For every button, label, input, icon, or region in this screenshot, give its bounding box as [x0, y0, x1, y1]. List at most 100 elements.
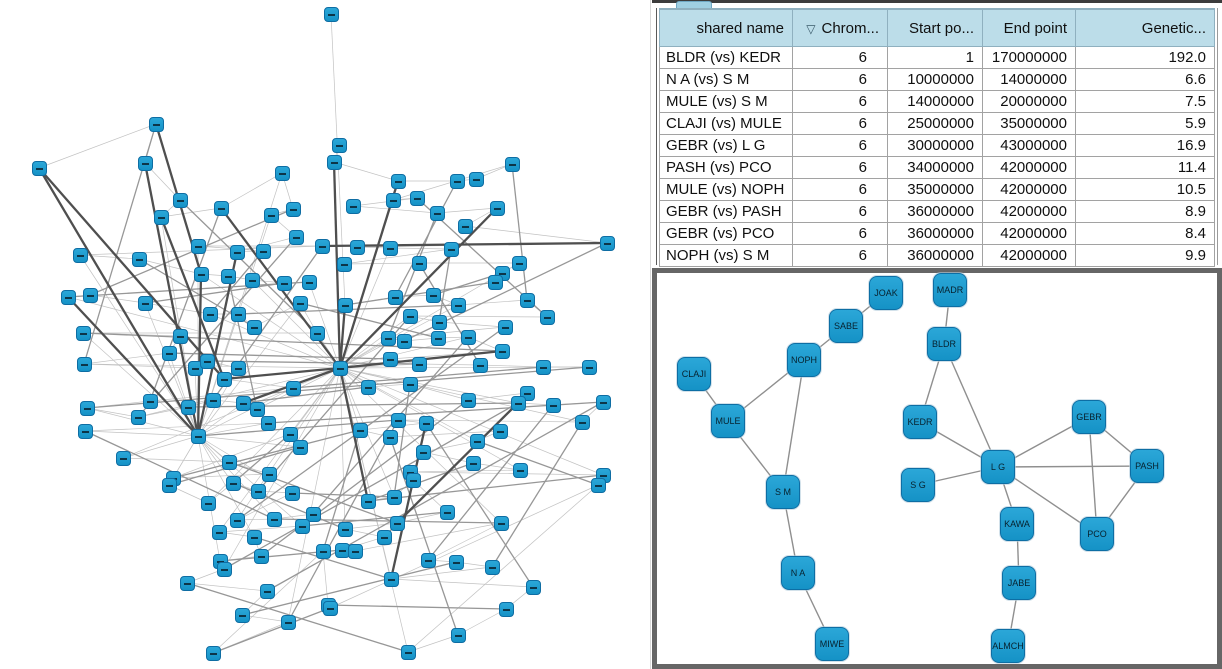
- table-cell[interactable]: 10.5: [1075, 178, 1215, 201]
- network-node[interactable]: [387, 289, 403, 305]
- table-cell[interactable]: 14000000: [982, 68, 1076, 91]
- table-cell[interactable]: 6: [792, 222, 888, 245]
- network-node[interactable]: [448, 554, 464, 570]
- network-node[interactable]: [60, 289, 76, 305]
- table-cell[interactable]: 8.4: [1075, 222, 1215, 245]
- network-node[interactable]: [77, 423, 93, 439]
- network-node[interactable]: [425, 287, 441, 303]
- network-node[interactable]: [431, 314, 447, 330]
- network-node[interactable]: [249, 401, 265, 417]
- network-node[interactable]: [161, 477, 177, 493]
- table-cell[interactable]: 43000000: [982, 134, 1076, 157]
- network-node[interactable]: [246, 319, 262, 335]
- network-node[interactable]: [220, 268, 236, 284]
- network-node[interactable]: [280, 614, 296, 630]
- network-node[interactable]: [331, 137, 347, 153]
- network-node[interactable]: [468, 171, 484, 187]
- network-node-almch[interactable]: ALMCH: [991, 629, 1025, 663]
- table-cell[interactable]: 6: [792, 68, 888, 91]
- network-node[interactable]: [402, 308, 418, 324]
- network-node-sabe[interactable]: SABE: [829, 309, 863, 343]
- network-node[interactable]: [545, 397, 561, 413]
- table-cell[interactable]: 42000000: [982, 200, 1076, 223]
- network-node[interactable]: [337, 521, 353, 537]
- network-node[interactable]: [429, 205, 445, 221]
- network-node[interactable]: [255, 243, 271, 259]
- network-node[interactable]: [263, 207, 279, 223]
- funnel-icon[interactable]: ▽: [806, 21, 816, 36]
- network-node[interactable]: [385, 192, 401, 208]
- network-node[interactable]: [535, 359, 551, 375]
- network-node[interactable]: [469, 433, 485, 449]
- network-node-s-g[interactable]: S G: [901, 468, 935, 502]
- network-node[interactable]: [309, 325, 325, 341]
- table-cell[interactable]: GEBR (vs) L G: [659, 134, 793, 157]
- column-header-genetic-[interactable]: Genetic...: [1075, 8, 1215, 47]
- network-node[interactable]: [172, 328, 188, 344]
- table-row[interactable]: GEBR (vs) L G 6 30000000 43000000 16.9: [659, 134, 1215, 157]
- network-node[interactable]: [383, 571, 399, 587]
- table-cell[interactable]: 1: [887, 46, 983, 69]
- table-cell[interactable]: 36000000: [887, 222, 983, 245]
- network-node[interactable]: [323, 6, 339, 22]
- table-cell[interactable]: 42000000: [982, 178, 1076, 201]
- network-node-pco[interactable]: PCO: [1080, 517, 1114, 551]
- network-node[interactable]: [525, 579, 541, 595]
- network-node[interactable]: [266, 511, 282, 527]
- table-cell[interactable]: 16.9: [1075, 134, 1215, 157]
- network-node[interactable]: [418, 415, 434, 431]
- table-cell[interactable]: 6.6: [1075, 68, 1215, 91]
- table-cell[interactable]: 10000000: [887, 68, 983, 91]
- table-row[interactable]: GEBR (vs) PASH 6 36000000 42000000 8.9: [659, 200, 1215, 223]
- network-node[interactable]: [449, 173, 465, 189]
- network-node[interactable]: [420, 552, 436, 568]
- network-node[interactable]: [225, 475, 241, 491]
- column-header-shared-name[interactable]: shared name: [659, 8, 793, 47]
- table-cell[interactable]: 192.0: [1075, 46, 1215, 69]
- network-node[interactable]: [137, 295, 153, 311]
- network-node[interactable]: [161, 345, 177, 361]
- network-node[interactable]: [31, 160, 47, 176]
- network-node[interactable]: [411, 356, 427, 372]
- network-node-l-g[interactable]: L G: [981, 450, 1015, 484]
- table-cell[interactable]: 42000000: [982, 244, 1076, 267]
- network-node[interactable]: [179, 575, 195, 591]
- network-node[interactable]: [229, 244, 245, 260]
- network-node[interactable]: [172, 192, 188, 208]
- table-cell[interactable]: 36000000: [887, 200, 983, 223]
- network-node[interactable]: [230, 360, 246, 376]
- table-cell[interactable]: 20000000: [982, 90, 1076, 113]
- network-node[interactable]: [180, 399, 196, 415]
- table-cell[interactable]: 14000000: [887, 90, 983, 113]
- network-node[interactable]: [443, 241, 459, 257]
- network-node-bldr[interactable]: BLDR: [927, 327, 961, 361]
- network-node[interactable]: [314, 238, 330, 254]
- network-node[interactable]: [229, 512, 245, 528]
- network-node[interactable]: [380, 330, 396, 346]
- network-node[interactable]: [465, 455, 481, 471]
- network-node[interactable]: [498, 601, 514, 617]
- network-node[interactable]: [400, 644, 416, 660]
- network-node[interactable]: [493, 515, 509, 531]
- network-node[interactable]: [230, 306, 246, 322]
- table-row[interactable]: NOPH (vs) S M 6 36000000 42000000 9.9: [659, 244, 1215, 267]
- network-node-n-a[interactable]: N A: [781, 556, 815, 590]
- network-node[interactable]: [390, 173, 406, 189]
- table-cell[interactable]: 8.9: [1075, 200, 1215, 223]
- table-cell[interactable]: 9.9: [1075, 244, 1215, 267]
- network-node-noph[interactable]: NOPH: [787, 343, 821, 377]
- table-cell[interactable]: 6: [792, 46, 888, 69]
- network-node[interactable]: [450, 627, 466, 643]
- network-node[interactable]: [79, 400, 95, 416]
- network-node-gebr[interactable]: GEBR: [1072, 400, 1106, 434]
- table-cell[interactable]: 170000000: [982, 46, 1076, 69]
- table-cell[interactable]: 35000000: [887, 178, 983, 201]
- table-cell[interactable]: MULE (vs) S M: [659, 90, 793, 113]
- network-node[interactable]: [487, 274, 503, 290]
- network-node[interactable]: [460, 329, 476, 345]
- table-cell[interactable]: GEBR (vs) PCO: [659, 222, 793, 245]
- network-node[interactable]: [190, 238, 206, 254]
- network-node[interactable]: [332, 360, 348, 376]
- network-node-mule[interactable]: MULE: [711, 404, 745, 438]
- table-cell[interactable]: CLAJI (vs) MULE: [659, 112, 793, 135]
